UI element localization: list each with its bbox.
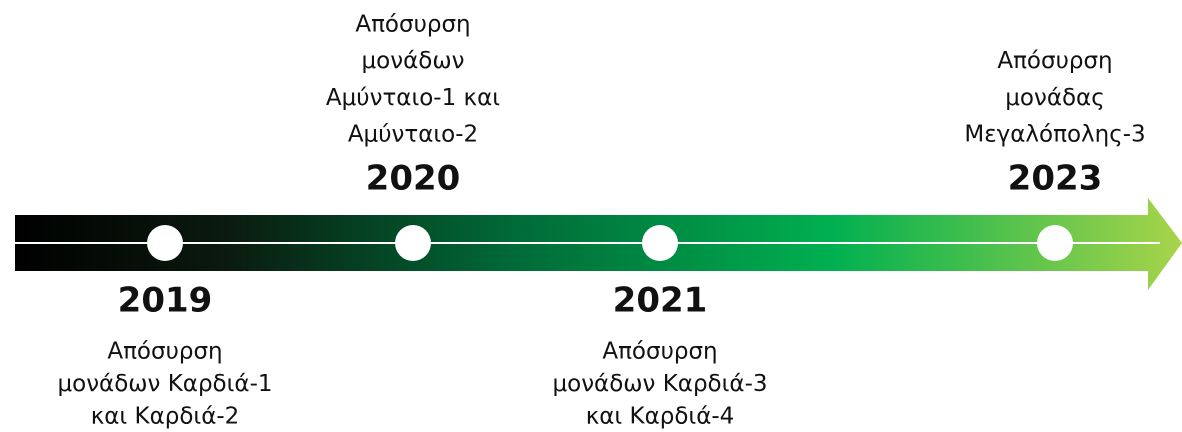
year: 2020	[366, 159, 461, 199]
milestone-dot	[147, 225, 183, 261]
year: 2021	[613, 281, 708, 321]
milestone-dot	[1037, 225, 1073, 261]
year: 2019	[118, 281, 213, 321]
description-line: μονάδων	[362, 48, 465, 74]
milestone-dot	[642, 225, 678, 261]
description-line: και Καρδιά-2	[91, 404, 240, 430]
description-line: Αμύνταιο-2	[348, 122, 478, 148]
description-line: μονάδων Καρδιά-3	[553, 371, 768, 397]
description-line: Απόσυρση	[602, 339, 717, 365]
description-line: Μεγαλόπολης-3	[964, 122, 1145, 148]
description-line: Απόσυρση	[107, 339, 222, 365]
events: 2019 Απόσυρση μονάδων Καρδιά-1 και Καρδιά-2…	[58, 11, 1146, 429]
description-line: και Καρδιά-4	[586, 404, 735, 430]
description-line: μονάδας	[1005, 85, 1104, 111]
description-line: μονάδων Καρδιά-1	[58, 371, 273, 397]
year: 2023	[1008, 159, 1103, 199]
description-line: Αμύνταιο-1 και	[326, 85, 500, 111]
description-line: Απόσυρση	[997, 48, 1112, 74]
description-line: Απόσυρση	[355, 11, 470, 37]
milestone-dot	[395, 225, 431, 261]
